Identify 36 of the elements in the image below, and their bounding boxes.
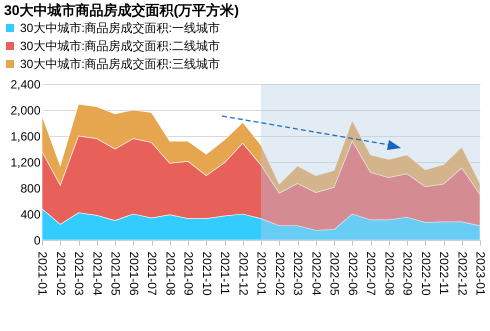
x-tick-label: 2022-10 (418, 252, 433, 296)
x-tick-label: 2022-09 (400, 252, 414, 296)
x-tick-label: 2022-07 (364, 252, 378, 296)
x-tick-label: 2022-02 (272, 252, 287, 296)
x-tick-label: 2022-03 (291, 252, 305, 296)
x-tick-label: 2021-05 (108, 252, 122, 296)
x-tick-label: 2023-01 (474, 252, 488, 296)
legend-label: 30大中城市:商品房成交面积:三线城市 (20, 57, 220, 71)
x-tick-label: 2022-05 (328, 252, 342, 296)
x-tick-label: 2021-03 (72, 252, 86, 296)
y-tick-label: 400 (20, 208, 41, 222)
x-tick-label: 2022-11 (437, 252, 451, 295)
x-tick-label: 2021-07 (145, 252, 159, 296)
chart-title: 30大中城市商品房成交面积(万平方米) (4, 2, 239, 18)
x-tick-label: 2021-10 (200, 252, 214, 296)
x-tick-label: 2022-01 (254, 252, 268, 296)
y-tick-label: 1,600 (10, 130, 41, 144)
y-tick-label: 2,400 (10, 78, 41, 92)
x-tick-label: 2021-04 (90, 252, 104, 296)
x-tick-label: 2021-01 (36, 252, 50, 296)
x-tick-label: 2021-09 (182, 252, 196, 296)
x-tick-label: 2022-06 (346, 252, 360, 296)
x-tick-label: 2021-02 (54, 252, 68, 296)
legend-label: 30大中城市:商品房成交面积:一线城市 (20, 21, 220, 35)
y-tick-label: 800 (20, 182, 41, 196)
x-tick-label: 2022-12 (455, 252, 470, 296)
x-tick-label: 2021-11 (218, 252, 232, 295)
x-tick-label: 2022-04 (309, 252, 324, 296)
y-tick-label: 0 (34, 234, 41, 248)
x-tick-label: 2021-08 (163, 252, 178, 296)
x-tick-label: 2022-08 (382, 252, 396, 296)
y-tick-label: 1,200 (10, 156, 41, 170)
x-tick-label: 2021-06 (126, 252, 141, 296)
y-tick-label: 2,000 (10, 104, 41, 118)
legend-label: 30大中城市:商品房成交面积:二线城市 (20, 39, 220, 53)
x-tick-label: 2021-12 (236, 252, 250, 296)
